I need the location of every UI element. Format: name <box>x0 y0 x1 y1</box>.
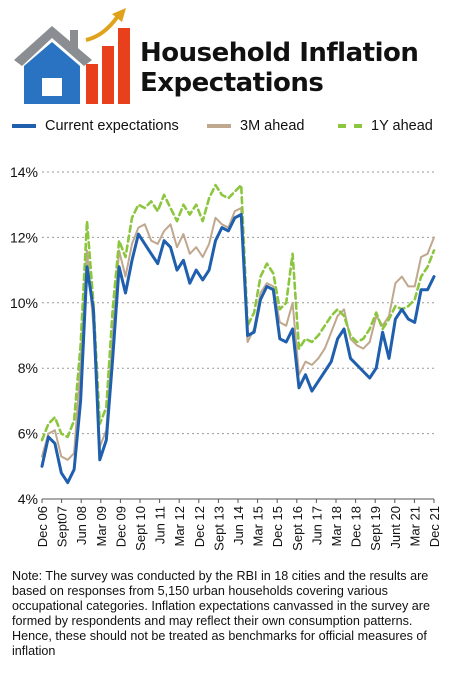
legend-label-1y: 1Y ahead <box>371 118 433 134</box>
legend-item-current: Current expectations <box>12 118 179 134</box>
logo-roof <box>14 26 92 66</box>
x-tick-label: Jun 14 <box>231 506 246 545</box>
x-tick-label: Dec 21 <box>427 506 442 547</box>
legend-swatch-current <box>12 124 36 128</box>
legend-label-current: Current expectations <box>45 118 179 134</box>
y-axis: 4% 6% 8% 10% 12% 14% <box>10 164 38 507</box>
series-lines <box>40 183 436 485</box>
x-tick-label: Sept07 <box>55 506 70 547</box>
house-chart-logo-icon <box>12 6 136 111</box>
x-tick-label: Sept 19 <box>368 506 383 551</box>
x-tick-label: Dec 12 <box>192 506 207 547</box>
x-tick-label: Mar 21 <box>407 506 422 546</box>
x-tick-label: Mar 09 <box>94 506 109 546</box>
title-line-2: Expectations <box>140 68 324 98</box>
legend-item-3m: 3M ahead <box>207 118 305 134</box>
y-tick-label: 8% <box>18 360 38 376</box>
line-current-expectations <box>40 213 436 485</box>
chart-title: Household Inflation Expectations <box>140 38 419 98</box>
y-tick-label: 4% <box>18 491 38 507</box>
logo-door-top <box>42 72 62 78</box>
survey-note: Note: The survey was conducted by the RB… <box>12 569 430 658</box>
line-1y-ahead <box>40 183 436 442</box>
title-line-1: Household Inflation <box>140 38 419 68</box>
logo-bar-3 <box>118 28 130 104</box>
x-tick-label: Mar 15 <box>251 506 266 546</box>
x-tick-label: Mar 12 <box>172 506 187 546</box>
legend-swatch-3m <box>207 124 231 128</box>
y-tick-label: 12% <box>10 229 38 245</box>
x-tick-label: Mar 18 <box>329 506 344 546</box>
logo-bar-2 <box>102 46 114 104</box>
y-tick-label: 14% <box>10 164 38 180</box>
x-tick-label: Dec 18 <box>349 506 364 547</box>
chart-legend: Current expectations 3M ahead 1Y ahead <box>12 118 450 140</box>
x-tick-label: Sept 16 <box>290 506 305 551</box>
logo-chimney <box>70 30 78 48</box>
legend-swatch-1y <box>338 124 362 128</box>
logo-arrow <box>85 14 120 42</box>
legend-label-3m: 3M ahead <box>240 118 305 134</box>
x-tick-label: Jun 11 <box>153 506 168 544</box>
x-tick-label: Dec 09 <box>113 506 128 547</box>
x-tick-label: Jun 17 <box>309 506 324 545</box>
logo-door <box>42 76 62 96</box>
x-tick-label: Sept 10 <box>133 506 148 551</box>
legend-item-1y: 1Y ahead <box>338 118 433 134</box>
x-axis: Dec 06 Sept07 Jun 08 Mar 09 Dec 09 Sept 10 Jun… <box>35 498 442 551</box>
logo-arrowhead <box>112 8 126 22</box>
line-chart: 4% 6% 8% 10% 12% 14% Dec 06 Sept07 Jun 08 Mar 09… <box>10 164 442 551</box>
x-tick-label: Dec 15 <box>270 506 285 547</box>
y-tick-label: 6% <box>18 426 38 442</box>
y-tick-label: 10% <box>10 295 38 311</box>
x-tick-label: Junt 20 <box>388 506 403 549</box>
x-tick-label: Dec 06 <box>35 506 50 547</box>
logo-bar-1 <box>86 64 98 104</box>
x-tick-label: Sept 13 <box>211 506 226 551</box>
x-tick-label: Jun 08 <box>74 506 89 545</box>
